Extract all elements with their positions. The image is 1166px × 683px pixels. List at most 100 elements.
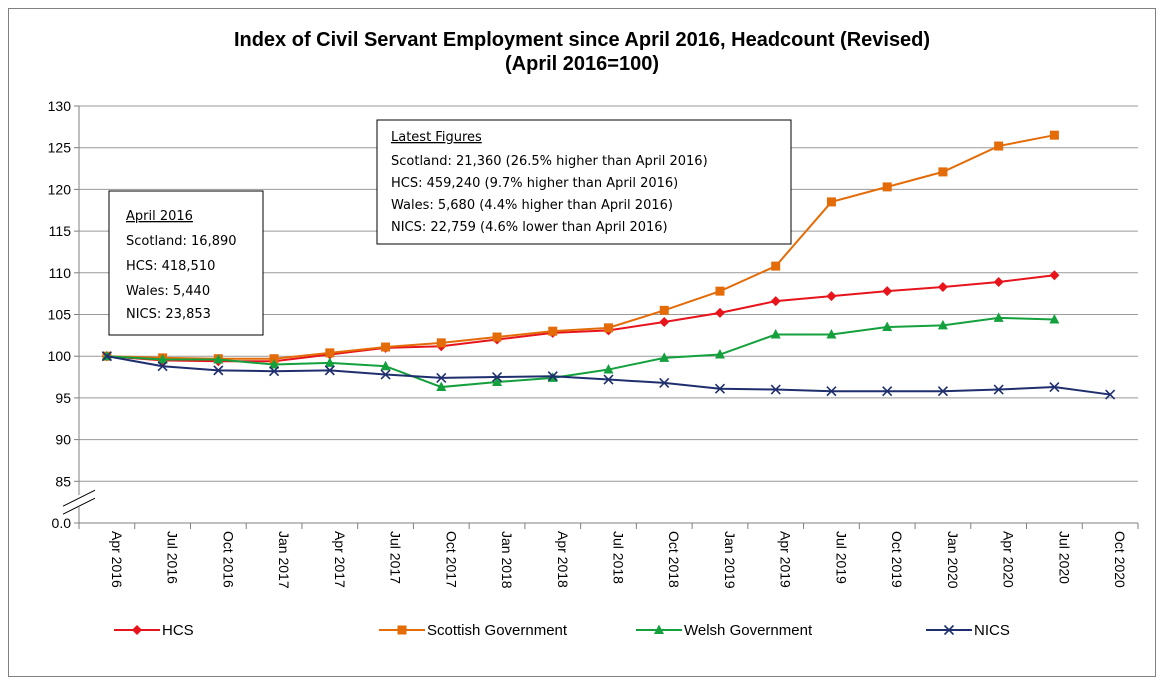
data-point	[659, 352, 670, 362]
x-tick-label: Oct 2020	[1112, 531, 1128, 588]
x-tick-label: Jan 2020	[945, 531, 961, 589]
data-point	[436, 372, 447, 383]
x-tick-label: Apr 2019	[778, 531, 794, 588]
data-point	[547, 371, 558, 382]
data-point	[938, 167, 948, 177]
x-tick-label: Oct 2018	[666, 531, 682, 588]
y-tick-label: 100	[48, 348, 72, 364]
data-point	[380, 360, 391, 371]
april-box-line: Scotland: 16,890	[126, 234, 237, 249]
data-point	[492, 376, 503, 387]
y-axis-ticks: 130 125 120 115 110 105 100 95 90 85 0.0	[48, 98, 79, 531]
data-point	[381, 342, 391, 352]
april-box-line: HCS: 418,510	[126, 259, 215, 274]
data-point	[491, 371, 503, 383]
latest-box-line: NICS: 22,759 (4.6% lower than April 2016…	[391, 220, 668, 235]
legend-item: Welsh Government	[636, 622, 813, 639]
x-tick-label: Oct 2016	[220, 531, 236, 588]
x-tick-label: Apr 2020	[1001, 531, 1017, 588]
data-point	[132, 625, 142, 635]
data-point	[1049, 381, 1060, 393]
data-point	[882, 321, 893, 332]
series-line	[106, 316, 1055, 389]
y-tick-label: 130	[48, 98, 72, 114]
april-box-heading: April 2016	[126, 209, 193, 224]
data-point	[157, 361, 168, 372]
data-point	[826, 197, 836, 207]
axis-break-gap	[63, 495, 95, 508]
y-tick-label: 125	[48, 140, 72, 156]
data-point	[882, 182, 892, 192]
data-point	[548, 326, 558, 336]
data-point	[269, 366, 280, 377]
data-point	[325, 348, 335, 358]
data-point	[604, 323, 613, 333]
data-point	[436, 338, 446, 348]
data-point	[770, 384, 781, 395]
legend-label: HCS	[162, 622, 194, 639]
data-point	[436, 381, 447, 392]
legend-item: HCS	[114, 622, 194, 639]
data-point	[269, 359, 280, 369]
april-box-line: Wales: 5,440	[126, 284, 210, 299]
data-point	[770, 329, 781, 339]
y-tick-label: 90	[55, 432, 71, 448]
x-tick-label: Jul 2018	[611, 531, 627, 584]
data-point	[603, 374, 614, 385]
x-tick-label: Oct 2017	[443, 531, 459, 588]
data-point	[397, 625, 407, 635]
data-point	[826, 291, 837, 302]
y-tick-label: 120	[48, 181, 72, 197]
latest-box-heading: Latest Figures	[391, 130, 482, 145]
data-point	[324, 365, 335, 376]
data-point	[101, 351, 112, 362]
data-point	[269, 354, 279, 364]
y-tick-label: 95	[55, 390, 71, 406]
legend-label: Scottish Government	[427, 622, 568, 639]
data-point	[993, 276, 1004, 287]
chart-title: Index of Civil Servant Employment since …	[234, 29, 930, 51]
data-point	[1105, 389, 1116, 400]
x-tick-label: Apr 2017	[332, 531, 348, 588]
data-point	[771, 261, 781, 271]
data-point	[380, 369, 391, 380]
data-point	[993, 312, 1004, 322]
data-point	[826, 329, 837, 339]
latest-figures-box: Latest Figures Scotland: 21,360 (26.5% h…	[376, 119, 792, 245]
data-point	[1049, 270, 1060, 281]
data-point	[993, 384, 1004, 395]
x-tick-label: Jul 2016	[165, 531, 181, 584]
x-tick-label: Jul 2017	[388, 531, 404, 584]
x-tick-label: Jan 2019	[722, 531, 738, 589]
data-point	[324, 357, 335, 367]
data-point	[659, 305, 669, 315]
x-tick-label: Jan 2018	[499, 531, 515, 589]
series-nics	[101, 351, 1116, 400]
april-box-line: NICS: 23,853	[126, 307, 211, 322]
series-lines	[101, 130, 1116, 400]
x-axis-ticks: Apr 2016 Jul 2016 Oct 2016 Jan 2017 Apr 2017…	[78, 523, 1139, 589]
data-point	[943, 624, 955, 636]
y-tick-label: 110	[49, 265, 72, 281]
april-2016-box: April 2016 Scotland: 16,890 HCS: 418,510…	[108, 190, 264, 336]
legend-label: NICS	[974, 622, 1010, 639]
latest-box-line: Scotland: 21,360 (26.5% higher than Apri…	[391, 154, 708, 169]
data-point	[882, 386, 893, 397]
legend-item: NICS	[926, 622, 1010, 639]
data-point	[659, 377, 670, 388]
data-point	[770, 296, 781, 307]
data-point	[882, 286, 893, 297]
data-point	[937, 319, 948, 330]
chart-subtitle: (April 2016=100)	[505, 53, 659, 75]
data-point	[659, 317, 670, 328]
y-tick-label: 115	[49, 223, 72, 239]
latest-box-line: HCS: 459,240 (9.7% higher than April 201…	[391, 176, 678, 191]
data-point	[654, 624, 664, 634]
series-line	[106, 274, 1055, 363]
series-line	[106, 134, 1055, 360]
data-point	[826, 386, 837, 397]
data-point	[714, 349, 725, 359]
x-tick-label: Oct 2019	[889, 531, 905, 588]
chart-frame: Index of Civil Servant Employment since …	[8, 8, 1156, 677]
axis-break-mark	[62, 497, 96, 515]
